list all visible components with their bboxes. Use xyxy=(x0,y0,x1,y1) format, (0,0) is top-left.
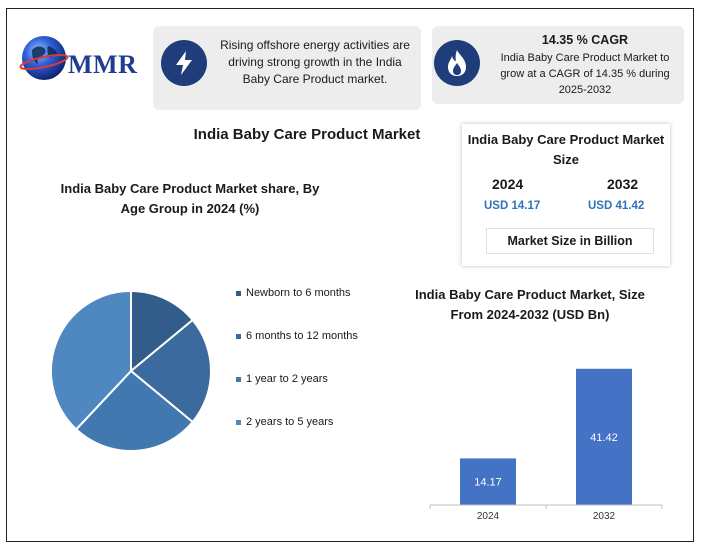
pie-chart xyxy=(50,289,212,452)
year-2024-label: 2024 xyxy=(492,176,524,192)
pie-slice xyxy=(129,318,212,424)
legend-swatch xyxy=(236,334,241,339)
pie-legend: Newborn to 6 months 6 months to 12 month… xyxy=(236,287,416,459)
main-title: India Baby Care Product Market xyxy=(193,126,421,143)
legend-label: 1 year to 2 years xyxy=(246,373,328,385)
bar-chart: 14.17 2024 41.42 2032 xyxy=(429,368,663,522)
legend-label: 2 years to 5 years xyxy=(246,416,334,428)
mmr-logo: MMR xyxy=(16,28,146,88)
flame-icon xyxy=(434,40,480,86)
market-size-title: India Baby Care Product Market Size xyxy=(467,132,665,167)
pie-slice xyxy=(74,369,195,452)
value-2032: USD 41.42 xyxy=(588,200,645,212)
cagr-text: India Baby Care Product Market to grow a… xyxy=(500,52,670,96)
market-size-footer: Market Size in Billion xyxy=(486,228,654,254)
bar-data-label: 41.42 xyxy=(590,432,618,444)
legend-item: 6 months to 12 months xyxy=(236,330,416,373)
globe-icon xyxy=(19,36,69,80)
cagr-title: 14.35 % CAGR xyxy=(541,33,629,47)
year-2032-label: 2032 xyxy=(607,176,639,192)
x-tick-label: 2024 xyxy=(477,511,500,522)
bar xyxy=(576,368,632,505)
bar-data-label: 14.17 xyxy=(474,477,502,489)
growth-card: Rising offshore energy activities are dr… xyxy=(153,26,421,110)
cagr-card-text-block: 14.35 % CAGR India Baby Care Product Mar… xyxy=(494,32,676,98)
x-tick-label: 2032 xyxy=(593,511,616,522)
cagr-card: 14.35 % CAGR India Baby Care Product Mar… xyxy=(432,26,684,104)
pie-slice xyxy=(130,289,195,374)
legend-swatch xyxy=(236,377,241,382)
legend-swatch xyxy=(236,291,241,296)
legend-swatch xyxy=(236,420,241,425)
bar-chart-title: India Baby Care Product Market, Size Fro… xyxy=(415,287,645,322)
legend-label: 6 months to 12 months xyxy=(246,330,358,342)
growth-card-text: Rising offshore energy activities are dr… xyxy=(220,38,410,86)
legend-item: Newborn to 6 months xyxy=(236,287,416,330)
lightning-icon xyxy=(161,40,207,86)
bar xyxy=(460,458,516,505)
logo-text: MMR xyxy=(68,50,138,79)
legend-item: 1 year to 2 years xyxy=(236,373,416,416)
legend-label: Newborn to 6 months xyxy=(246,287,351,299)
legend-item: 2 years to 5 years xyxy=(236,416,416,459)
market-size-box: India Baby Care Product Market Size 2024… xyxy=(462,124,670,266)
pie-chart-title: India Baby Care Product Market share, By… xyxy=(60,181,320,216)
pie-slice xyxy=(50,289,132,431)
value-2024: USD 14.17 xyxy=(484,200,541,212)
